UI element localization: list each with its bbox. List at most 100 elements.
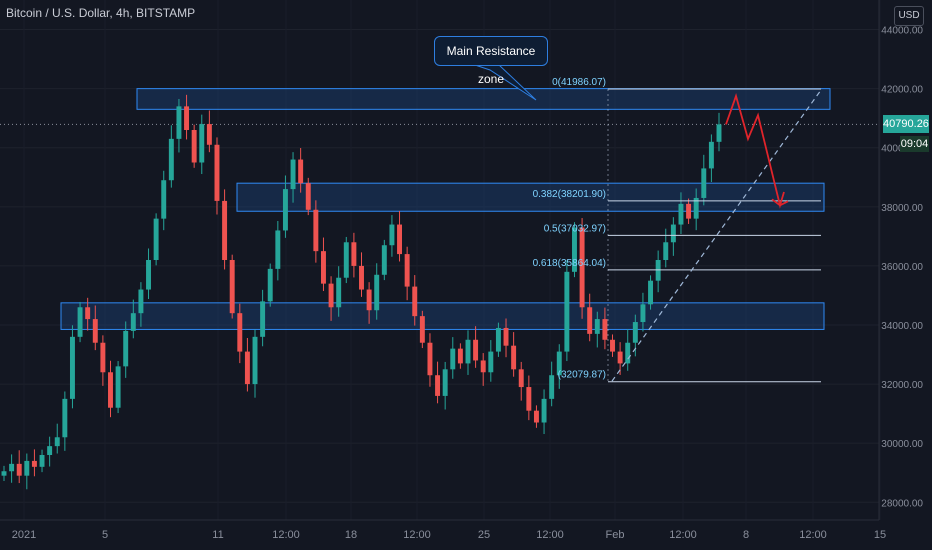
candle-body bbox=[465, 339, 471, 364]
currency-badge[interactable]: USD bbox=[894, 6, 924, 26]
candle-body bbox=[313, 209, 319, 252]
candle-body bbox=[184, 106, 190, 130]
projection-path bbox=[725, 93, 789, 209]
candle-body bbox=[267, 268, 273, 302]
candle-body bbox=[427, 342, 433, 376]
candle-body bbox=[176, 106, 182, 139]
candle-body bbox=[503, 327, 509, 346]
candle-body bbox=[526, 387, 532, 411]
candle-body bbox=[138, 289, 144, 314]
candle-body bbox=[168, 138, 174, 181]
candle-body bbox=[282, 189, 288, 231]
candle-body bbox=[389, 224, 395, 246]
candle-body bbox=[419, 316, 425, 343]
candle-body bbox=[351, 242, 357, 266]
price-tick-label: 28000.00 bbox=[881, 498, 923, 509]
candle-body bbox=[587, 307, 593, 334]
resistance-zones bbox=[60, 88, 831, 330]
candle-body bbox=[244, 351, 250, 385]
candle-body bbox=[556, 351, 562, 376]
time-tick-label: Feb bbox=[606, 529, 625, 541]
candle-body bbox=[473, 339, 479, 361]
candle-body bbox=[708, 141, 714, 169]
candle-body bbox=[31, 460, 37, 467]
trend-line bbox=[611, 88, 823, 382]
candle-body bbox=[260, 301, 266, 337]
candle-body bbox=[115, 366, 121, 408]
price-tick-label: 38000.00 bbox=[881, 203, 923, 214]
candle-body bbox=[290, 159, 296, 190]
time-tick-label: 12:00 bbox=[272, 529, 300, 541]
time-axis[interactable]: 2021 5 11 12:00 18 12:00 25 12:00 Feb 12:00 8 12:00… bbox=[12, 529, 886, 541]
candle-body bbox=[594, 319, 600, 334]
time-tick-label: 12:00 bbox=[536, 529, 564, 541]
candle-body bbox=[610, 339, 615, 352]
projection-arrowhead bbox=[771, 198, 789, 207]
candle-body bbox=[648, 280, 654, 305]
fib-level-label: 0(41986.07) bbox=[552, 77, 606, 88]
price-tick-label: 34000.00 bbox=[881, 321, 923, 332]
time-tick-label: 11 bbox=[212, 529, 223, 541]
time-tick-label: 12:00 bbox=[799, 529, 827, 541]
candle-body bbox=[716, 124, 722, 142]
candle-body bbox=[9, 463, 15, 472]
candle-body bbox=[100, 342, 106, 373]
candle-body bbox=[693, 197, 699, 219]
candle-body bbox=[92, 319, 98, 343]
time-tick-label: 2021 bbox=[12, 529, 36, 541]
candle-body bbox=[62, 398, 68, 438]
candle-body bbox=[206, 124, 212, 145]
resistance-zone bbox=[60, 302, 825, 330]
candle-body bbox=[16, 463, 22, 476]
ascending-trend-line bbox=[611, 88, 823, 382]
price-tick-label: 30000.00 bbox=[881, 439, 923, 450]
candle-body bbox=[229, 260, 235, 314]
time-tick-label: 12:00 bbox=[403, 529, 431, 541]
time-tick-label: 5 bbox=[102, 529, 108, 541]
candle-body bbox=[298, 159, 304, 184]
candle-body bbox=[397, 224, 403, 255]
candles bbox=[1, 94, 722, 490]
candle-body bbox=[214, 144, 220, 201]
candle-body bbox=[602, 319, 608, 340]
price-tick-label: 44000.00 bbox=[881, 26, 923, 37]
candle-body bbox=[579, 227, 585, 308]
candle-body bbox=[374, 274, 380, 311]
candle-body bbox=[670, 224, 676, 243]
candle-body bbox=[488, 351, 494, 373]
resistance-zone bbox=[136, 88, 831, 110]
candle-body bbox=[222, 200, 228, 260]
candle-body bbox=[199, 124, 205, 163]
candle-body bbox=[77, 307, 83, 337]
candle-body bbox=[1, 471, 7, 476]
candle-body bbox=[161, 180, 167, 219]
candle-body bbox=[252, 336, 258, 385]
candle-body bbox=[320, 251, 326, 284]
fib-level-label: 0.618(35864.04) bbox=[533, 258, 606, 269]
grid-lines bbox=[0, 29, 879, 503]
candle-body bbox=[359, 265, 364, 290]
candle-body bbox=[39, 455, 45, 467]
current-price-tag: 40790.26 bbox=[883, 115, 929, 134]
candle-body bbox=[404, 254, 410, 287]
candle-body bbox=[47, 446, 53, 455]
candle-body bbox=[480, 360, 486, 373]
candle-body bbox=[511, 345, 517, 370]
time-tick-label: 12:00 bbox=[669, 529, 697, 541]
time-tick-label: 15 bbox=[874, 529, 886, 541]
candle-body bbox=[663, 242, 669, 260]
candle-body bbox=[305, 183, 311, 210]
candle-body bbox=[625, 342, 631, 364]
candle-body bbox=[632, 322, 638, 343]
chart-title: Bitcoin / U.S. Dollar, 4h, BITSTAMP bbox=[6, 6, 196, 20]
time-tick-label: 25 bbox=[478, 529, 490, 541]
candle-body bbox=[146, 260, 151, 290]
candle-body bbox=[343, 242, 349, 278]
candle-body bbox=[237, 313, 243, 352]
candle-body bbox=[54, 437, 60, 447]
candle-body bbox=[24, 460, 30, 476]
candle-body bbox=[153, 218, 159, 260]
resistance-callout: Main Resistance zone bbox=[434, 36, 548, 86]
candle-body bbox=[701, 168, 707, 198]
